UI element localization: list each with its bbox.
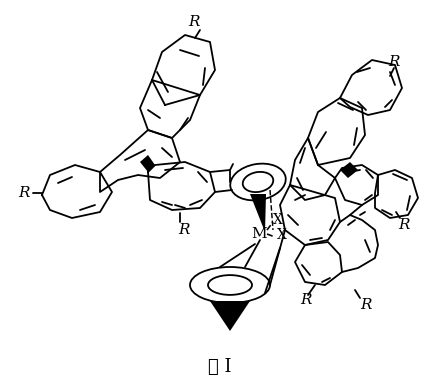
Text: R: R [177, 223, 189, 237]
Text: 式 I: 式 I [208, 358, 231, 376]
Text: M: M [251, 227, 266, 241]
Polygon shape [140, 155, 155, 172]
Text: R: R [187, 15, 199, 29]
Text: R: R [397, 218, 409, 232]
Text: X: X [272, 213, 282, 227]
Text: R: R [18, 186, 29, 200]
Text: R: R [387, 55, 399, 69]
Polygon shape [339, 162, 357, 178]
Text: R: R [299, 293, 311, 307]
Text: X: X [276, 228, 286, 242]
Text: R: R [359, 298, 371, 312]
Polygon shape [249, 194, 265, 232]
Polygon shape [209, 301, 249, 331]
